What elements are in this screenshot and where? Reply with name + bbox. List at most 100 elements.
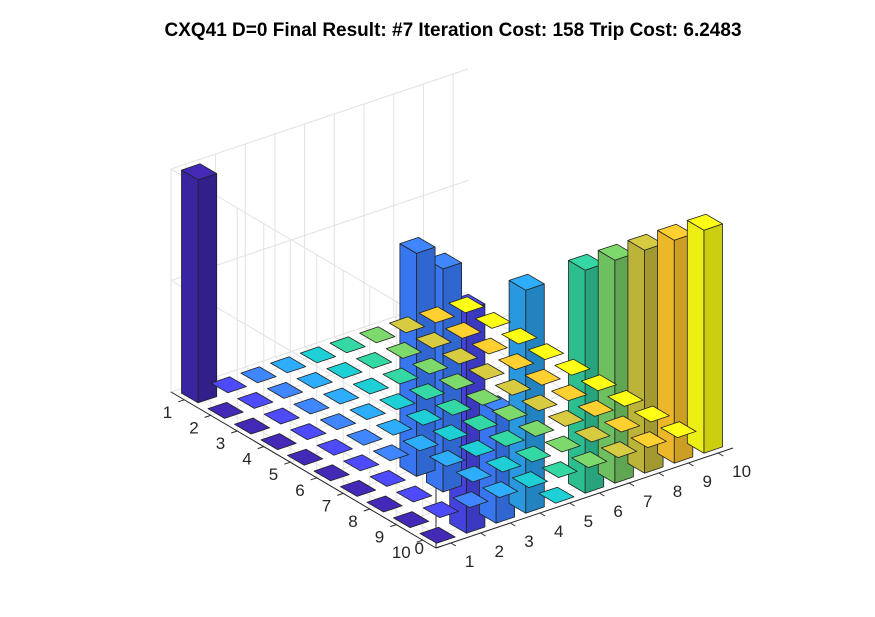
bar-top-face (399, 236, 436, 254)
bar (515, 445, 552, 463)
bar-top-face (329, 336, 366, 354)
bar (524, 368, 561, 386)
bar-top-face (465, 388, 502, 406)
bar-top-face (521, 394, 558, 412)
bar-top-face (482, 481, 519, 499)
bar (382, 367, 419, 385)
row-tick-label: 3 (216, 434, 225, 453)
bar (326, 361, 363, 379)
bar (393, 511, 430, 528)
bar (418, 306, 455, 324)
bar (415, 331, 452, 349)
bar-top-face (266, 381, 304, 399)
bar (580, 374, 617, 392)
bar (376, 418, 413, 436)
bar-top-face (290, 423, 327, 441)
bar-top-face (485, 455, 522, 473)
row-tick-label: 7 (322, 496, 331, 515)
col-tick-label: 9 (702, 472, 711, 491)
bar-front-face (197, 173, 218, 404)
bar (448, 296, 485, 314)
bar-top-face (574, 425, 611, 443)
bar (607, 389, 644, 407)
bar (299, 346, 336, 364)
bar (319, 413, 357, 431)
col-tick-label: 6 (613, 502, 622, 521)
bar-top-face (551, 384, 588, 402)
bar (544, 435, 581, 453)
bar (346, 428, 383, 446)
row-axis-line (170, 391, 437, 549)
bar-top-face (630, 431, 667, 449)
bar-top-face (316, 438, 353, 456)
bar-top-face (445, 321, 482, 339)
bar (340, 479, 377, 497)
row-tick (178, 399, 185, 403)
bar-top-face (511, 471, 548, 489)
bar-top-face (462, 414, 499, 432)
bar-top-face (366, 495, 403, 513)
bar (521, 394, 558, 412)
bar-top-face (181, 163, 218, 181)
row-tick-label: 6 (295, 481, 304, 500)
bar-top-face (405, 408, 442, 426)
bar-top-face (234, 417, 271, 435)
bar-top-face (577, 399, 614, 417)
bar-top-face (601, 441, 637, 459)
col-tick (539, 512, 546, 517)
bar (488, 429, 525, 447)
row-tick (390, 524, 397, 528)
col-tick-label: 8 (673, 482, 682, 501)
bar (313, 464, 350, 482)
bar-top-face (323, 387, 360, 405)
row-tick-label: 9 (375, 528, 384, 547)
bar-top-face (359, 326, 396, 344)
bar (385, 341, 422, 359)
bar-top-face (340, 479, 377, 497)
bar-top-face (319, 413, 357, 431)
bar-top-face (346, 428, 383, 446)
bar-top-face (508, 273, 545, 291)
bar (356, 351, 393, 369)
col-tick-label: 4 (554, 522, 563, 541)
bar (601, 441, 637, 459)
row-tick-label: 5 (269, 465, 278, 484)
bar-top-face (429, 449, 466, 467)
bar-top-face (494, 378, 531, 396)
bar (458, 439, 495, 457)
col-tick (569, 502, 575, 507)
bar-top-face (580, 374, 617, 392)
bar (287, 448, 324, 466)
bar (498, 353, 535, 371)
bar-top-face (491, 404, 528, 422)
bar-top-face (385, 341, 422, 359)
bar (452, 491, 489, 509)
col-tick (480, 532, 486, 537)
row-tick (363, 508, 370, 512)
bar (343, 454, 380, 472)
bar (482, 481, 519, 499)
col-tick (599, 492, 605, 497)
bar (441, 347, 479, 365)
bar (633, 405, 670, 423)
bar (435, 398, 472, 416)
bar-top-face (468, 363, 505, 381)
bar-top-face (571, 451, 608, 469)
bar (396, 485, 433, 503)
bar-side-face (686, 219, 705, 454)
bar-top-face (660, 421, 697, 439)
bar (630, 431, 667, 449)
bar (474, 311, 511, 329)
bar-top-face (369, 469, 406, 487)
bar (260, 433, 297, 451)
bar-top-face (412, 357, 449, 375)
bar-top-face (352, 377, 389, 395)
col-tick (688, 462, 694, 467)
bar (181, 163, 218, 404)
col-tick (509, 522, 516, 527)
bar (412, 357, 449, 375)
bar-top-face (435, 398, 472, 416)
row-tick (416, 539, 423, 543)
bar (296, 371, 333, 389)
